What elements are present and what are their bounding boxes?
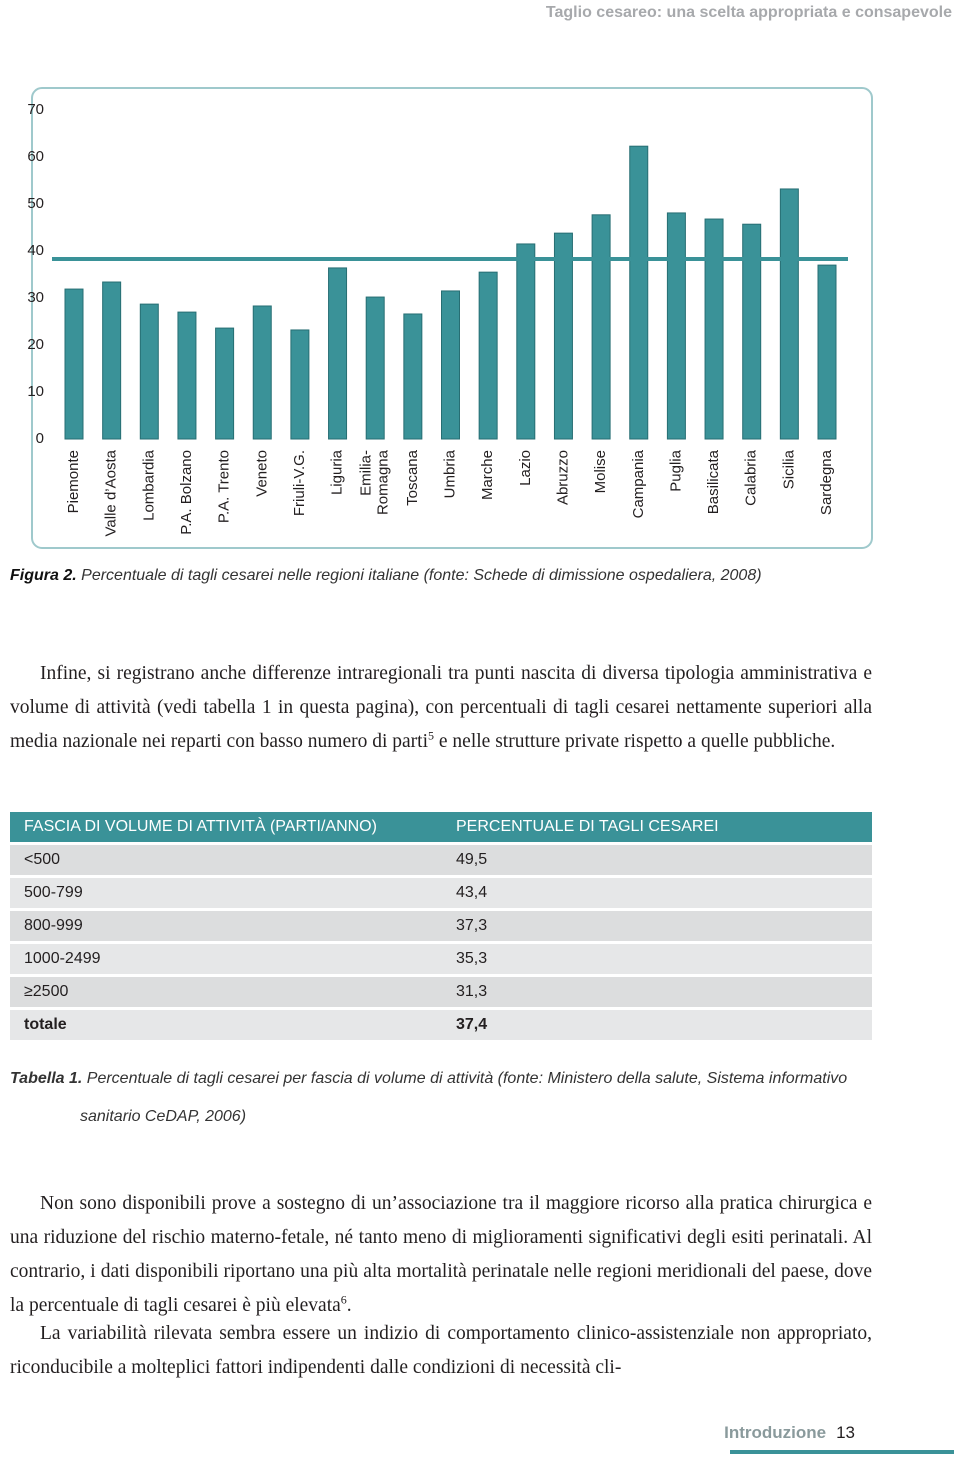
bar xyxy=(215,327,235,440)
y-tick-label: 40 xyxy=(27,242,44,259)
table-cell: 37,3 xyxy=(442,911,872,944)
bar xyxy=(591,214,611,440)
caption-text: Percentuale di tagli cesarei per fascia … xyxy=(80,1070,848,1125)
footer: Introduzione 13 xyxy=(724,1423,855,1443)
x-tick-label: Lombardia xyxy=(140,449,157,521)
y-tick-label: 50 xyxy=(27,195,44,212)
bar xyxy=(403,313,423,440)
bar xyxy=(478,271,498,440)
chart-frame xyxy=(31,87,873,549)
figure-caption: Figura 2. Percentuale di tagli cesarei n… xyxy=(10,567,910,585)
footer-rule xyxy=(730,1450,954,1454)
bar xyxy=(742,223,762,440)
footnote-ref: 6 xyxy=(340,1292,347,1307)
footer-section: Introduzione xyxy=(724,1423,827,1442)
bar xyxy=(328,267,348,440)
x-tick-label: Veneto xyxy=(253,450,270,497)
paragraph-text: Infine, si registrano anche differenze i… xyxy=(10,663,872,752)
y-tick-label: 70 xyxy=(27,101,44,118)
table-cell: 800-999 xyxy=(10,911,442,944)
x-tick-label: Emilia-Romagna xyxy=(358,449,392,515)
bar xyxy=(290,329,310,440)
x-tick-label: Basilicata xyxy=(705,449,722,514)
table-row: 1000-2499 35,3 xyxy=(10,944,872,977)
table: FASCIA DI VOLUME DI ATTIVITÀ (PARTI/ANNO… xyxy=(10,812,872,1043)
bar xyxy=(252,305,272,440)
y-tick-label: 0 xyxy=(36,430,44,447)
y-tick-label: 20 xyxy=(27,336,44,353)
table-row: totale 37,4 xyxy=(10,1010,872,1043)
table-row: <500 49,5 xyxy=(10,845,872,878)
table-cell: totale xyxy=(10,1010,442,1043)
paragraph: Infine, si registrano anche differenze i… xyxy=(10,657,872,759)
bar xyxy=(666,212,686,440)
x-tick-label: Piemonte xyxy=(65,450,82,513)
paragraph: La variabilità rilevata sembra essere un… xyxy=(10,1317,872,1385)
bar xyxy=(64,288,84,440)
paragraph-text: e nelle strutture private rispetto a que… xyxy=(434,731,836,752)
table-cell: 49,5 xyxy=(442,845,872,878)
x-tick-label: Abruzzo xyxy=(554,450,571,505)
x-tick-label: Sardegna xyxy=(818,449,835,515)
bar xyxy=(704,218,724,440)
footnote-ref: 5 xyxy=(428,728,435,743)
table-header: FASCIA DI VOLUME DI ATTIVITÀ (PARTI/ANNO… xyxy=(10,812,872,845)
caption-label: Figura 2. xyxy=(10,567,77,584)
bar xyxy=(817,264,837,440)
caption-label: Tabella 1. xyxy=(10,1070,83,1087)
x-tick-label: Campania xyxy=(630,449,647,518)
table-cell: <500 xyxy=(10,845,442,878)
table-cell: 500-799 xyxy=(10,878,442,911)
y-tick-label: 60 xyxy=(27,148,44,165)
paragraph-text: La variabilità rilevata sembra essere un… xyxy=(10,1323,872,1378)
table-row: ≥2500 31,3 xyxy=(10,977,872,1010)
table-row: 500-799 43,4 xyxy=(10,878,872,911)
table-cell: 31,3 xyxy=(442,977,872,1010)
x-tick-label: Valle d’Aosta xyxy=(103,449,120,536)
x-tick-label: Liguria xyxy=(329,449,346,495)
x-tick-label: Sicilia xyxy=(780,449,797,489)
bar xyxy=(177,311,197,440)
y-tick-label: 10 xyxy=(27,383,44,400)
x-tick-label: Friuli-V.G. xyxy=(291,450,308,516)
bar xyxy=(365,296,385,440)
paragraph-text: . xyxy=(346,1295,352,1316)
y-tick-label: 30 xyxy=(27,289,44,306)
table-cell: ≥2500 xyxy=(10,977,442,1010)
x-tick-label: P.A. Bolzano xyxy=(178,450,195,535)
bar xyxy=(553,232,573,440)
x-tick-label: Marche xyxy=(479,450,496,500)
header-cell: PERCENTUALE DI TAGLI CESAREI xyxy=(442,812,872,845)
x-tick-label: Umbria xyxy=(441,449,458,498)
running-header: Taglio cesareo: una scelta appropriata e… xyxy=(545,4,952,21)
bar xyxy=(516,243,536,440)
table-cell: 37,4 xyxy=(442,1010,872,1043)
x-tick-label: Calabria xyxy=(743,449,760,506)
x-tick-label: Puglia xyxy=(667,449,684,491)
caption-text: Percentuale di tagli cesarei nelle regio… xyxy=(81,567,762,584)
x-tick-label: P.A. Trento xyxy=(216,450,233,523)
page-number: 13 xyxy=(836,1423,855,1442)
table-cell: 43,4 xyxy=(442,878,872,911)
x-tick-label: Toscana xyxy=(404,449,421,506)
x-tick-label: Molise xyxy=(592,450,609,493)
bar xyxy=(629,145,649,440)
paragraph: Non sono disponibili prove a sostegno di… xyxy=(10,1187,872,1323)
table-caption: Tabella 1. Percentuale di tagli cesarei … xyxy=(10,1060,882,1136)
bar xyxy=(441,290,460,440)
paragraph-text: Non sono disponibili prove a sostegno di… xyxy=(10,1193,872,1316)
table-cell: 1000-2499 xyxy=(10,944,442,977)
chart: 0 10 20 30 40 50 60 70 Piemonte Valle d’Aosta Lomb… xyxy=(27,87,873,549)
bar xyxy=(139,303,159,440)
table-row: 800-999 37,3 xyxy=(10,911,872,944)
header-cell: FASCIA DI VOLUME DI ATTIVITÀ (PARTI/ANNO… xyxy=(10,812,442,845)
bar xyxy=(779,188,799,440)
bar xyxy=(102,281,122,440)
table-cell: 35,3 xyxy=(442,944,872,977)
x-tick-label: Lazio xyxy=(517,450,534,486)
